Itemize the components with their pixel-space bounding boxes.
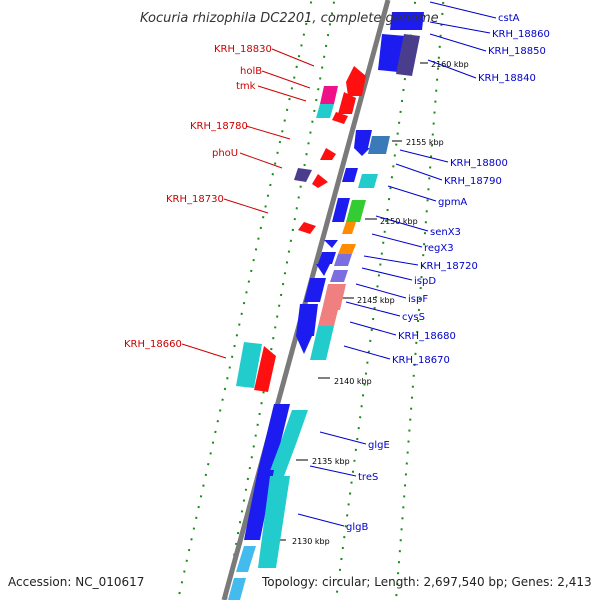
outer-left-dotted-track bbox=[177, 0, 313, 600]
label-krh-18780: KRH_18780 bbox=[190, 121, 248, 132]
gene-krh-18680[interactable] bbox=[318, 310, 338, 326]
label-gpma: gpmA bbox=[438, 197, 467, 208]
gene-senx3[interactable] bbox=[346, 200, 366, 222]
gene-tres[interactable] bbox=[268, 444, 296, 476]
genome-title: Kocuria rhizophila DC2201, complete geno… bbox=[140, 11, 439, 26]
label-ispf: ispF bbox=[408, 294, 428, 305]
label-regx3: regX3 bbox=[424, 243, 454, 254]
gene-tmk[interactable] bbox=[316, 104, 334, 118]
gene-cyss-a[interactable] bbox=[304, 278, 326, 302]
gene-csta[interactable] bbox=[390, 12, 424, 30]
gene-krh-18830[interactable] bbox=[346, 66, 366, 96]
kbp-ticks bbox=[274, 62, 428, 541]
label-krh-18680: KRH_18680 bbox=[398, 331, 456, 342]
gene-glge[interactable] bbox=[280, 410, 308, 444]
gene-small-b[interactable] bbox=[318, 252, 336, 264]
tick-label-2150: 2150 kbp bbox=[380, 217, 418, 226]
gene-glge-a[interactable] bbox=[258, 404, 290, 470]
topology-text: Topology: circular; Length: 2,697,540 bp… bbox=[261, 575, 592, 589]
gene-small-c[interactable] bbox=[316, 264, 330, 276]
gene-krh-18660-b[interactable] bbox=[254, 346, 276, 392]
label-senx3: senX3 bbox=[430, 227, 461, 238]
label-krh-18840: KRH_18840 bbox=[478, 73, 536, 84]
forward-strand-genes bbox=[228, 12, 424, 600]
gene-glgb[interactable] bbox=[258, 476, 290, 568]
label-krh-18660: KRH_18660 bbox=[124, 339, 182, 350]
tick-label-2140: 2140 kbp bbox=[334, 377, 372, 386]
gene-krh-18730[interactable] bbox=[298, 222, 316, 234]
tick-label-2145: 2145 kbp bbox=[357, 296, 395, 305]
gene-krh-18830-b[interactable] bbox=[338, 92, 356, 114]
label-krh-18720: KRH_18720 bbox=[420, 261, 478, 272]
label-krh-18860: KRH_18860 bbox=[492, 29, 550, 40]
gene-bottom-a[interactable] bbox=[236, 546, 256, 572]
label-krh-18790: KRH_18790 bbox=[444, 176, 502, 187]
gene-krh-18800-a[interactable] bbox=[354, 130, 372, 148]
gene-holb[interactable] bbox=[320, 86, 338, 104]
label-krh-18670: KRH_18670 bbox=[392, 355, 450, 366]
gene-tmk-b[interactable] bbox=[332, 112, 348, 124]
label-krh-18730: KRH_18730 bbox=[166, 194, 224, 205]
label-holb: holB bbox=[240, 66, 262, 77]
gene-krh-18790[interactable] bbox=[368, 136, 390, 154]
label-ispd: ispD bbox=[414, 276, 436, 287]
gene-ispf[interactable] bbox=[330, 270, 348, 282]
tick-label-2135: 2135 kbp bbox=[312, 457, 350, 466]
gene-glgb-a[interactable] bbox=[244, 470, 274, 540]
gene-krh-18680-a[interactable] bbox=[296, 304, 318, 336]
gene-krh-18840[interactable] bbox=[396, 34, 420, 76]
label-glgb: glgB bbox=[346, 522, 368, 533]
gene-cyss[interactable] bbox=[322, 284, 346, 310]
gene-phou[interactable] bbox=[294, 168, 312, 182]
gene-krh-18720[interactable] bbox=[338, 244, 356, 254]
gene-krh-18780[interactable] bbox=[320, 148, 336, 160]
label-glge: glgE bbox=[368, 440, 390, 451]
tick-label-2130: 2130 kbp bbox=[292, 537, 330, 546]
label-krh-18800: KRH_18800 bbox=[450, 158, 508, 169]
gene-krh-18670-arrow[interactable] bbox=[296, 336, 312, 354]
gene-regx3[interactable] bbox=[342, 222, 356, 234]
outer-right-dotted-track bbox=[395, 0, 445, 600]
label-tmk: tmk bbox=[236, 81, 256, 92]
gene-senx3-a[interactable] bbox=[332, 198, 350, 222]
tick-label-2155: 2155 kbp bbox=[406, 138, 444, 147]
gene-ispd[interactable] bbox=[334, 254, 352, 266]
gene-krh-18670[interactable] bbox=[310, 326, 334, 360]
gene-bottom-b[interactable] bbox=[228, 578, 246, 600]
gene-krh-18800-b[interactable] bbox=[354, 148, 370, 156]
label-cyss: cysS bbox=[402, 312, 425, 323]
label-krh-18850: KRH_18850 bbox=[488, 46, 546, 57]
gene-gpma-a[interactable] bbox=[342, 168, 358, 182]
right-leader-lines bbox=[297, 1, 497, 527]
gene-small-a[interactable] bbox=[324, 240, 338, 248]
reverse-strand-genes bbox=[236, 66, 366, 392]
accession-text: Accession: NC_010617 bbox=[8, 575, 144, 589]
gene-krh-18660[interactable] bbox=[236, 342, 262, 388]
label-csta: cstA bbox=[498, 13, 520, 24]
gene-gpma[interactable] bbox=[358, 174, 378, 188]
gene-phou-b[interactable] bbox=[312, 174, 328, 188]
left-leader-lines bbox=[181, 48, 315, 359]
label-tres: treS bbox=[358, 472, 378, 483]
tick-label-2160: 2160 kbp bbox=[431, 60, 469, 69]
label-krh-18830: KRH_18830 bbox=[214, 44, 272, 55]
label-phou: phoU bbox=[212, 148, 238, 159]
